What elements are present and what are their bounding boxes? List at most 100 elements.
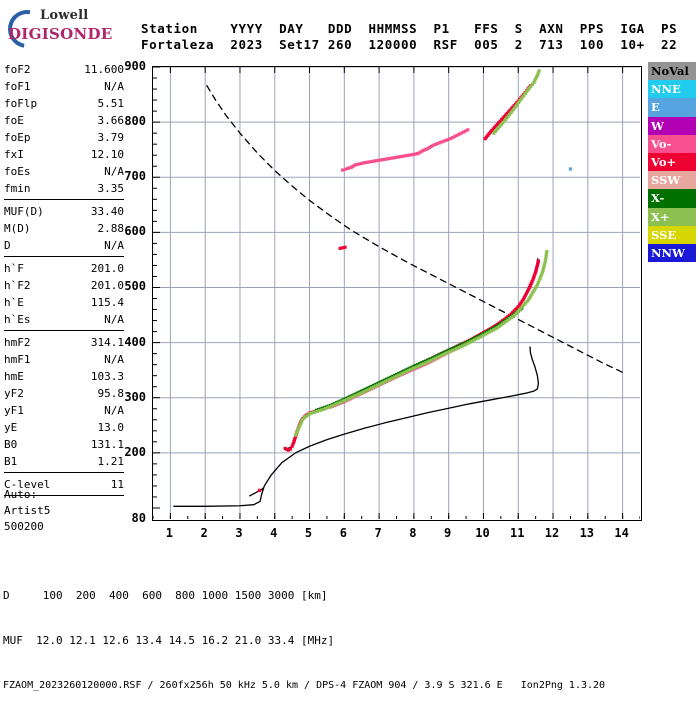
param-name: foE [4, 114, 24, 127]
param-value: 201.0 [90, 262, 124, 275]
data-point [313, 410, 318, 414]
param-row: yE 13.0 [4, 419, 124, 436]
data-point [372, 159, 376, 163]
data-point [517, 100, 521, 105]
series-E-layer-trace [257, 488, 262, 492]
data-point [422, 148, 426, 152]
data-point [364, 389, 368, 393]
data-point [379, 381, 384, 385]
legend-item-x[interactable]: X- [648, 189, 696, 208]
data-point [300, 419, 304, 423]
data-point [536, 281, 540, 285]
data-point [519, 97, 523, 101]
data-point [315, 409, 320, 413]
data-point [536, 261, 540, 265]
param-value: 13.0 [97, 421, 125, 434]
data-point [387, 156, 392, 161]
data-point [511, 107, 516, 112]
data-point [406, 368, 411, 373]
data-point [297, 425, 301, 429]
data-point [455, 346, 459, 351]
ionogram-plot[interactable] [152, 66, 642, 521]
data-point [358, 391, 362, 396]
data-point [535, 283, 539, 287]
legend-item-ssw[interactable]: SSW [648, 171, 696, 190]
param-name: h`F2 [4, 279, 31, 292]
station-header: Station YYYY DAY DDD HHMMSS P1 FFS S AXN… [141, 21, 677, 53]
footer-muf-row: MUF 12.0 12.1 12.6 13.4 14.5 16.2 21.0 3… [3, 634, 335, 647]
divider [4, 256, 124, 257]
legend-item-e[interactable]: E [648, 98, 696, 117]
data-point [466, 128, 470, 132]
data-point [521, 95, 525, 99]
data-point [288, 447, 292, 451]
data-point [426, 146, 430, 151]
param-name: fmin [4, 182, 31, 195]
data-point [377, 382, 382, 386]
auto-scaling-info: Auto: Artist5 500200 [4, 487, 50, 535]
data-point [507, 313, 512, 317]
data-point [295, 429, 299, 433]
data-point [484, 332, 488, 336]
param-value: 201.0 [90, 279, 124, 292]
legend-item-x[interactable]: X+ [648, 207, 696, 226]
series-O-trace-Vo+ [283, 259, 541, 452]
data-point [542, 266, 546, 270]
data-point [543, 259, 547, 263]
param-row: foF2 11.600 [4, 61, 124, 78]
data-point [541, 270, 545, 274]
legend-item-vo[interactable]: Vo- [648, 134, 696, 153]
data-point [348, 396, 353, 400]
data-point [395, 374, 399, 378]
data-point [513, 106, 517, 110]
data-point [527, 298, 531, 302]
x-tick-label: 12 [544, 526, 560, 540]
series-isolated-E-echo [568, 167, 573, 171]
data-point [480, 334, 484, 338]
data-point [347, 166, 352, 170]
data-point [522, 295, 527, 299]
data-point [543, 261, 547, 265]
param-name: hmF1 [4, 353, 31, 366]
data-point [422, 362, 426, 366]
param-row: MUF(D) 33.40 [4, 203, 124, 220]
data-point [522, 303, 526, 307]
param-row: B1 1.21 [4, 453, 124, 470]
data-point [400, 154, 405, 158]
data-point [527, 287, 531, 291]
param-row: foE 3.66 [4, 112, 124, 129]
data-point [416, 364, 420, 368]
data-point [343, 245, 347, 249]
data-point [390, 156, 394, 160]
data-point [531, 290, 535, 294]
data-point [509, 315, 513, 320]
data-point [493, 327, 498, 331]
data-point [527, 285, 532, 289]
data-point [517, 308, 522, 312]
data-point [531, 276, 536, 280]
data-point [495, 128, 499, 132]
legend-item-nnw[interactable]: NNW [648, 243, 696, 263]
data-point [464, 129, 468, 133]
data-point [534, 268, 538, 272]
data-point [530, 280, 534, 284]
data-point [340, 168, 345, 172]
param-name: foEs [4, 165, 31, 178]
legend-item-w[interactable]: W [648, 116, 696, 135]
data-point [385, 157, 389, 161]
data-point [374, 159, 379, 163]
data-point [535, 263, 539, 268]
legend-item-noval[interactable]: NoVal [648, 62, 696, 81]
data-point [501, 319, 505, 323]
divider [4, 472, 124, 473]
data-point [453, 134, 457, 139]
legend-item-nne[interactable]: NNE [648, 80, 696, 99]
legend-item-sse[interactable]: SSE [648, 225, 696, 244]
data-point [520, 299, 524, 303]
data-point [364, 160, 368, 165]
data-point [304, 414, 308, 419]
data-point [525, 291, 529, 295]
legend-item-vo[interactable]: Vo+ [648, 152, 696, 172]
data-point [368, 387, 372, 391]
data-point [257, 488, 262, 492]
